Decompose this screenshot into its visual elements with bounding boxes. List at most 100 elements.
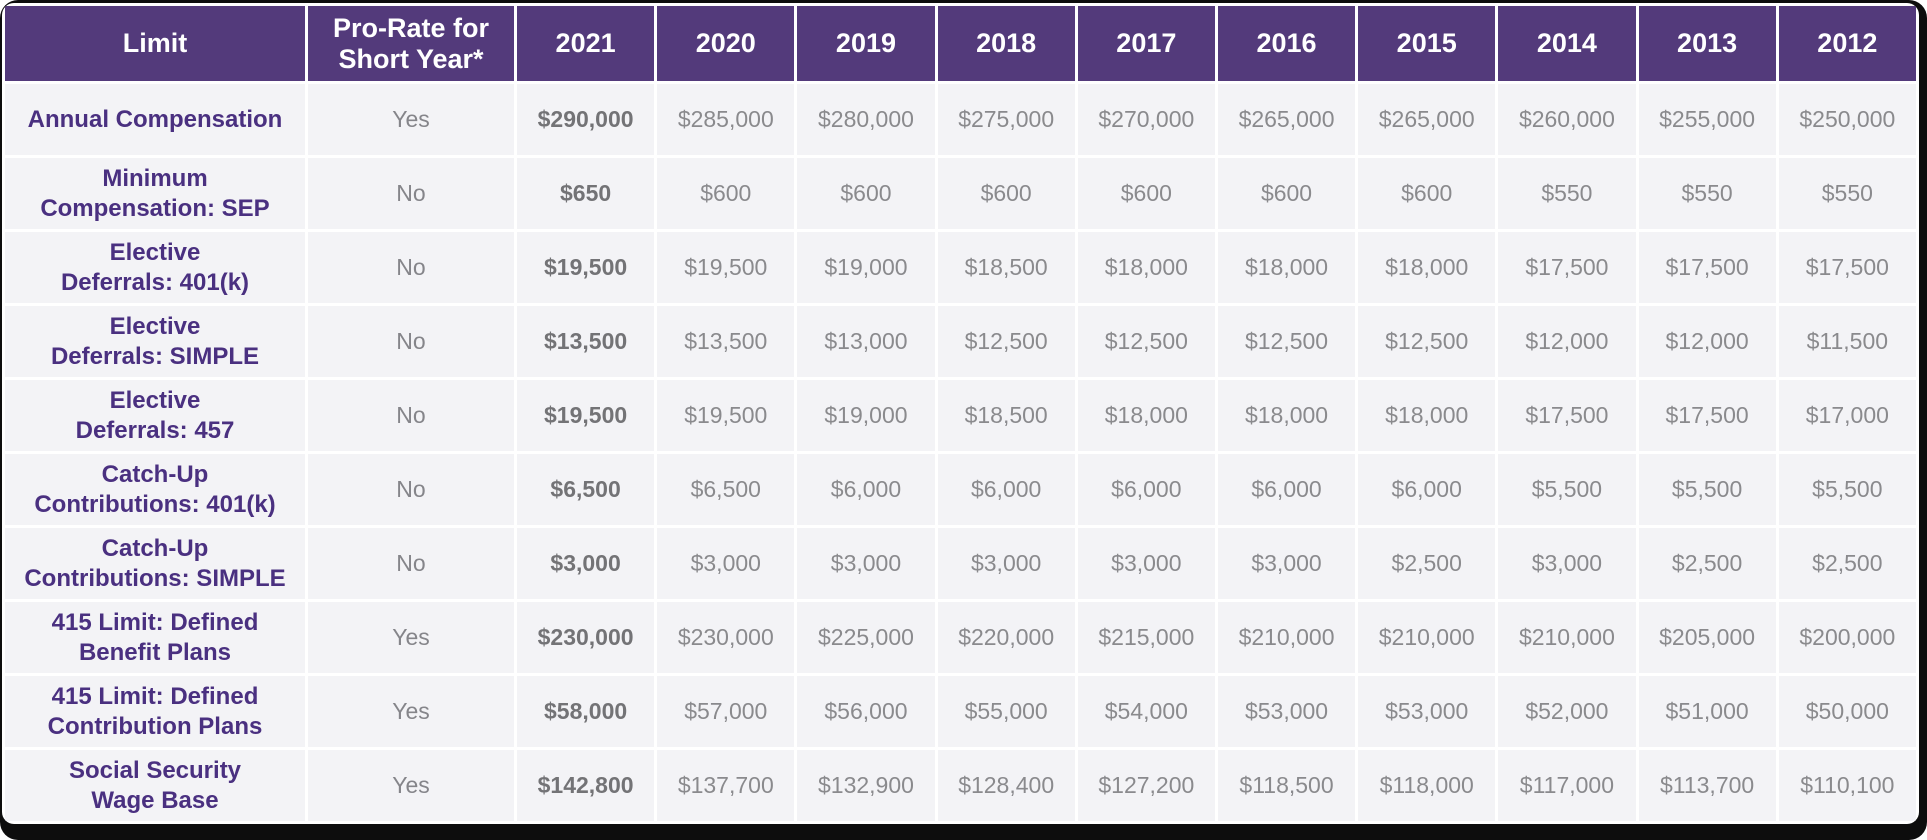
- prorate-cell: No: [308, 380, 514, 451]
- year-column-header: 2019: [797, 6, 935, 81]
- value-cell: $18,500: [937, 380, 1075, 451]
- year-column-header: 2014: [1498, 6, 1636, 81]
- value-cell: $137,700: [657, 750, 795, 821]
- value-cell: $550: [1498, 158, 1636, 229]
- value-cell: $3,000: [797, 528, 935, 599]
- value-cell: $255,000: [1638, 84, 1776, 155]
- value-cell: $600: [797, 158, 935, 229]
- value-cell: $210,000: [1217, 602, 1356, 673]
- value-cell: $230,000: [517, 602, 655, 673]
- value-cell: $55,000: [937, 676, 1075, 747]
- value-cell: $210,000: [1358, 602, 1496, 673]
- value-cell: $18,000: [1217, 232, 1356, 303]
- value-cell: $118,500: [1217, 750, 1356, 821]
- prorate-cell: Yes: [308, 602, 514, 673]
- value-cell: $220,000: [937, 602, 1075, 673]
- value-cell: $3,000: [1498, 528, 1636, 599]
- retirement-plan-limits-table: Limit Pro-Rate for Short Year* 2021 2020…: [2, 3, 1919, 824]
- year-column-header: 2018: [937, 6, 1075, 81]
- value-cell: $54,000: [1077, 676, 1215, 747]
- value-cell: $18,000: [1077, 380, 1215, 451]
- value-cell: $19,000: [797, 380, 935, 451]
- value-cell: $285,000: [657, 84, 795, 155]
- value-cell: $600: [937, 158, 1075, 229]
- value-cell: $3,000: [1217, 528, 1356, 599]
- value-cell: $275,000: [937, 84, 1075, 155]
- value-cell: $17,000: [1778, 380, 1916, 451]
- value-cell: $18,000: [1077, 232, 1215, 303]
- limit-label-cell: Elective Deferrals: SIMPLE: [5, 306, 305, 377]
- value-cell: $19,500: [517, 380, 655, 451]
- table-row: Catch-Up Contributions: SIMPLE No $3,000 $3…: [5, 528, 1916, 599]
- table-row: Social Security Wage Base Yes $142,800 $137…: [5, 750, 1916, 821]
- value-cell: $17,500: [1778, 232, 1916, 303]
- value-cell: $265,000: [1217, 84, 1356, 155]
- table-row: 415 Limit: Defined Benefit Plans Yes $230,…: [5, 602, 1916, 673]
- table-surface: Limit Pro-Rate for Short Year* 2021 2020…: [2, 3, 1919, 824]
- table-row: Elective Deferrals: 457 No $19,500 $19,500 $…: [5, 380, 1916, 451]
- table-row: Minimum Compensation: SEP No $650 $600 $600 $…: [5, 158, 1916, 229]
- table-row: Elective Deferrals: 401(k) No $19,500 $19,5…: [5, 232, 1916, 303]
- year-column-header: 2015: [1358, 6, 1496, 81]
- value-cell: $118,000: [1358, 750, 1496, 821]
- value-cell: $290,000: [517, 84, 655, 155]
- value-cell: $3,000: [1077, 528, 1215, 599]
- table-row: 415 Limit: Defined Contribution Plans Yes…: [5, 676, 1916, 747]
- value-cell: $12,500: [937, 306, 1075, 377]
- value-cell: $205,000: [1638, 602, 1776, 673]
- prorate-cell: Yes: [308, 84, 514, 155]
- value-cell: $650: [517, 158, 655, 229]
- value-cell: $53,000: [1358, 676, 1496, 747]
- header-row: Limit Pro-Rate for Short Year* 2021 2020…: [5, 6, 1916, 81]
- value-cell: $6,000: [1217, 454, 1356, 525]
- value-cell: $2,500: [1638, 528, 1776, 599]
- value-cell: $600: [1358, 158, 1496, 229]
- value-cell: $12,500: [1077, 306, 1215, 377]
- year-column-header: 2017: [1077, 6, 1215, 81]
- limit-label-cell: Elective Deferrals: 401(k): [5, 232, 305, 303]
- limit-label-cell: Social Security Wage Base: [5, 750, 305, 821]
- value-cell: $225,000: [797, 602, 935, 673]
- value-cell: $11,500: [1778, 306, 1916, 377]
- table-row: Elective Deferrals: SIMPLE No $13,500 $13,5…: [5, 306, 1916, 377]
- value-cell: $132,900: [797, 750, 935, 821]
- value-cell: $2,500: [1358, 528, 1496, 599]
- value-cell: $110,100: [1778, 750, 1916, 821]
- prorate-cell: No: [308, 528, 514, 599]
- value-cell: $128,400: [937, 750, 1075, 821]
- value-cell: $550: [1638, 158, 1776, 229]
- value-cell: $12,000: [1638, 306, 1776, 377]
- limit-label-cell: 415 Limit: Defined Benefit Plans: [5, 602, 305, 673]
- value-cell: $19,500: [657, 380, 795, 451]
- value-cell: $12,000: [1498, 306, 1636, 377]
- value-cell: $6,000: [1077, 454, 1215, 525]
- limit-label-cell: 415 Limit: Defined Contribution Plans: [5, 676, 305, 747]
- value-cell: $270,000: [1077, 84, 1215, 155]
- value-cell: $52,000: [1498, 676, 1636, 747]
- value-cell: $215,000: [1077, 602, 1215, 673]
- value-cell: $12,500: [1217, 306, 1356, 377]
- value-cell: $12,500: [1358, 306, 1496, 377]
- value-cell: $200,000: [1778, 602, 1916, 673]
- value-cell: $265,000: [1358, 84, 1496, 155]
- limit-label-cell: Catch-Up Contributions: 401(k): [5, 454, 305, 525]
- year-column-header: 2013: [1638, 6, 1776, 81]
- value-cell: $230,000: [657, 602, 795, 673]
- value-cell: $117,000: [1498, 750, 1636, 821]
- limit-label-cell: Minimum Compensation: SEP: [5, 158, 305, 229]
- value-cell: $5,500: [1638, 454, 1776, 525]
- prorate-cell: Yes: [308, 676, 514, 747]
- value-cell: $5,500: [1498, 454, 1636, 525]
- value-cell: $17,500: [1638, 380, 1776, 451]
- value-cell: $13,000: [797, 306, 935, 377]
- value-cell: $50,000: [1778, 676, 1916, 747]
- value-cell: $13,500: [657, 306, 795, 377]
- value-cell: $17,500: [1498, 232, 1636, 303]
- value-cell: $127,200: [1077, 750, 1215, 821]
- prorate-cell: No: [308, 158, 514, 229]
- value-cell: $113,700: [1638, 750, 1776, 821]
- value-cell: $280,000: [797, 84, 935, 155]
- value-cell: $250,000: [1778, 84, 1916, 155]
- year-column-header: 2016: [1217, 6, 1356, 81]
